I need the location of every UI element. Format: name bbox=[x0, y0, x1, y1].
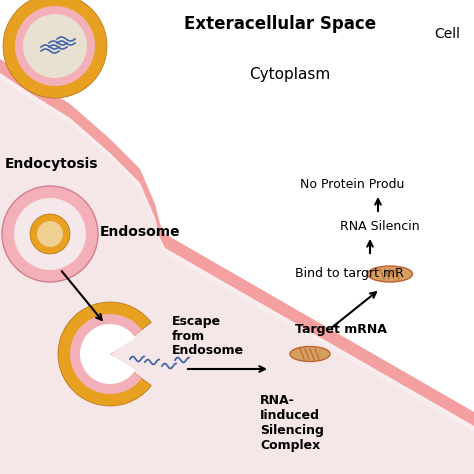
Text: Cytoplasm: Cytoplasm bbox=[249, 66, 331, 82]
Text: Escape
from
Endosome: Escape from Endosome bbox=[172, 315, 244, 357]
Text: Cell: Cell bbox=[434, 27, 460, 41]
Text: RNA-
Iinduced
Silencing
Complex: RNA- Iinduced Silencing Complex bbox=[260, 394, 324, 452]
Polygon shape bbox=[0, 59, 474, 426]
Text: Bind to targrt mR: Bind to targrt mR bbox=[295, 267, 404, 281]
Text: No Protein Produ: No Protein Produ bbox=[300, 177, 404, 191]
Text: Endocytosis: Endocytosis bbox=[5, 157, 99, 171]
Polygon shape bbox=[0, 0, 474, 412]
Ellipse shape bbox=[367, 266, 412, 282]
Ellipse shape bbox=[290, 346, 330, 362]
Text: Target mRNA: Target mRNA bbox=[295, 322, 387, 336]
Circle shape bbox=[37, 221, 63, 247]
Wedge shape bbox=[70, 314, 142, 394]
Circle shape bbox=[2, 186, 98, 282]
Circle shape bbox=[15, 6, 95, 86]
Text: Endosome: Endosome bbox=[100, 225, 181, 239]
Wedge shape bbox=[80, 324, 135, 384]
Circle shape bbox=[14, 198, 86, 270]
Circle shape bbox=[3, 0, 107, 98]
Text: Exteracellular Space: Exteracellular Space bbox=[184, 15, 376, 33]
Text: RNA Silencin: RNA Silencin bbox=[340, 219, 419, 233]
Circle shape bbox=[23, 14, 87, 78]
Circle shape bbox=[30, 214, 70, 254]
Polygon shape bbox=[0, 73, 474, 432]
Wedge shape bbox=[58, 302, 151, 406]
